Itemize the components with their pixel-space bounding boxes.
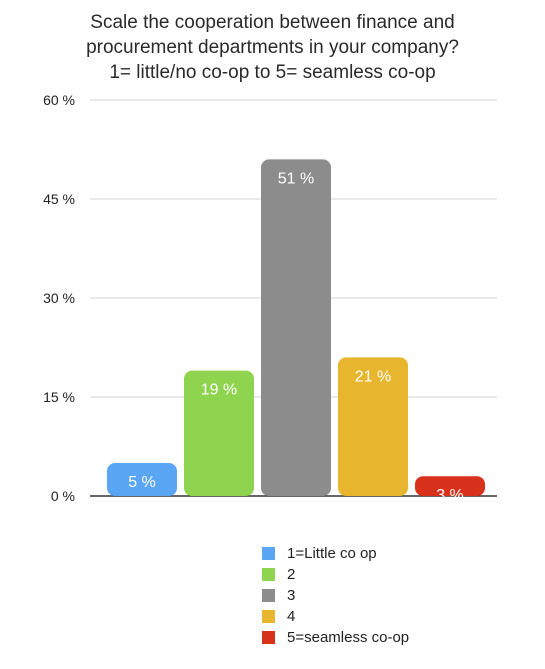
bar — [261, 159, 331, 496]
bar — [107, 463, 177, 496]
legend-item: 1=Little co op — [262, 543, 409, 564]
legend-swatch — [262, 610, 275, 623]
legend-swatch — [262, 568, 275, 581]
y-tick-label: 15 % — [43, 389, 75, 405]
bar — [184, 370, 254, 496]
chart-title: Scale the cooperation between finance an… — [0, 10, 545, 85]
legend-label: 2 — [287, 566, 296, 583]
chart-title-line: Scale the cooperation between finance an… — [90, 12, 455, 33]
legend-label: 3 — [287, 587, 296, 604]
legend-label: 1=Little co op — [287, 545, 377, 562]
legend-label: 4 — [287, 608, 296, 625]
data-label: 19 % — [201, 382, 237, 399]
data-label: 3 % — [436, 487, 464, 504]
y-tick-label: 60 % — [43, 92, 75, 108]
chart-title-line: procurement departments in your company? — [86, 37, 459, 58]
chart-title-line: 1= little/no co-op to 5= seamless co-op — [109, 62, 436, 83]
legend-swatch — [262, 631, 275, 644]
y-tick-label: 45 % — [43, 191, 75, 207]
data-label: 5 % — [128, 474, 156, 491]
legend: 1=Little co op 2 3 4 5=seamless co-op — [262, 543, 409, 648]
legend-item: 2 — [262, 564, 409, 585]
bar — [415, 476, 485, 496]
data-label: 21 % — [355, 368, 391, 385]
legend-swatch — [262, 547, 275, 560]
legend-item: 4 — [262, 606, 409, 627]
bar — [338, 357, 408, 496]
legend-label: 5=seamless co-op — [287, 629, 410, 646]
legend-item: 5=seamless co-op — [262, 627, 409, 648]
legend-swatch — [262, 589, 275, 602]
y-tick-label: 30 % — [43, 290, 75, 306]
y-tick-label: 0 % — [51, 488, 75, 504]
legend-item: 3 — [262, 585, 409, 606]
data-label: 51 % — [278, 170, 314, 187]
